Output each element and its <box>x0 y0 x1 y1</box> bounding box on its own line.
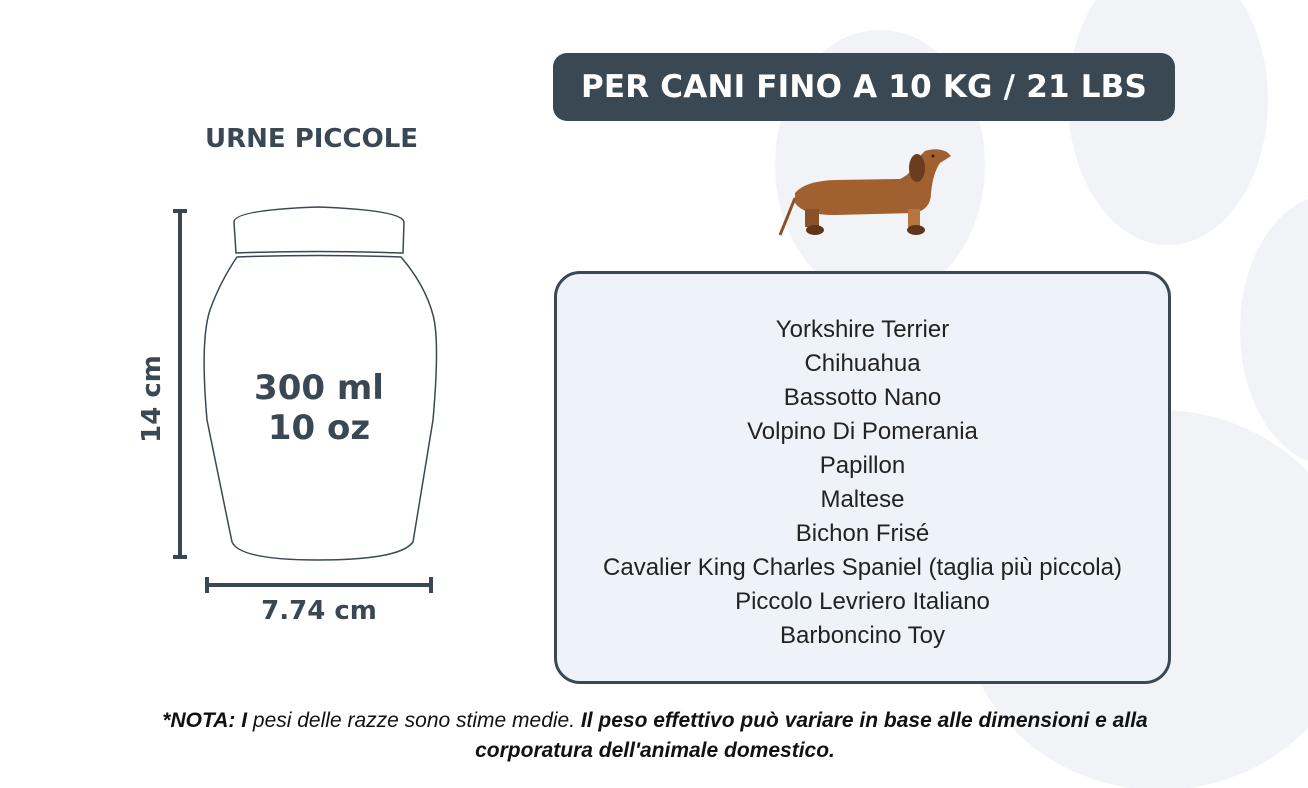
breed-item: Papillon <box>819 452 906 479</box>
breed-item: Chihuahua <box>804 350 921 377</box>
height-label: 14 cm <box>137 355 167 443</box>
breed-item: Piccolo Levriero Italiano <box>735 588 990 615</box>
dachshund-icon <box>778 149 951 236</box>
breed-item: Maltese <box>820 486 905 513</box>
breed-item: Bichon Frisé <box>795 520 930 547</box>
urn-body <box>203 254 438 561</box>
note-prefix: *NOTA: I <box>162 709 248 732</box>
disclaimer-note: *NOTA: I pesi delle razze sono stime med… <box>150 706 1160 766</box>
breed-item: Cavalier King Charles Spaniel (taglia pi… <box>603 554 1122 581</box>
capacity-ml: 300 ml <box>254 368 384 408</box>
urn-diagram <box>173 206 438 593</box>
breed-item: Volpino Di Pomerania <box>747 418 978 445</box>
paw-toe <box>1068 0 1268 245</box>
width-label: 7.74 cm <box>261 596 377 626</box>
urn-size-title: URNE PICCOLE <box>205 124 419 154</box>
breed-item: Bassotto Nano <box>783 384 942 411</box>
urn-lid <box>233 206 405 254</box>
capacity-oz: 10 oz <box>267 408 371 448</box>
weight-banner: PER CANI FINO A 10 KG / 21 LBS <box>553 53 1175 121</box>
breed-item: Yorkshire Terrier <box>775 316 950 343</box>
note-suffix: Il peso effettivo può variare in base al… <box>475 709 1148 762</box>
breed-item: Barboncino Toy <box>780 622 945 649</box>
note-middle: pesi delle razze sono stime medie. <box>247 709 576 732</box>
breed-list: Yorkshire Terrier Chihuahua Bassotto Nan… <box>554 271 1171 684</box>
paw-toe <box>1240 199 1308 461</box>
urn-capacity: 300 ml 10 oz <box>232 368 406 448</box>
